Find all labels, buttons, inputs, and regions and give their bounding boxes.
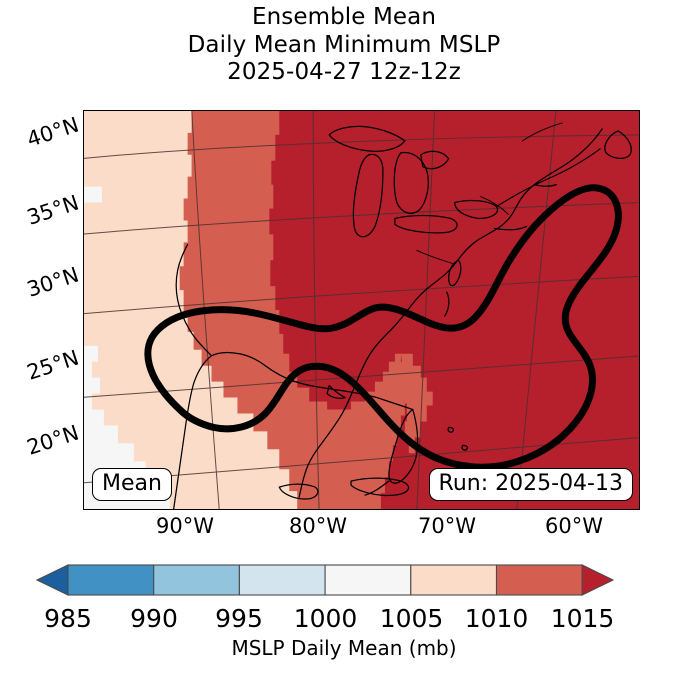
run-badge: Run: 2025-04-13 [428,467,633,501]
map-panel[interactable]: Mean Run: 2025-04-13 [83,110,640,510]
colorbar-band-985-990 [67,564,155,596]
fill-region-1010-1015-florida [400,353,433,454]
lat-label-25n: 25°N [23,345,82,385]
coastlines [173,122,632,509]
colorbar-tick-1000: 1000 [293,604,358,633]
colorbar: 985 990 995 1000 1005 1010 1015 MSLP Dai… [0,560,688,674]
colorbar-band-1010-1015 [495,564,583,596]
fill-region-1005-1010 [84,111,298,509]
colorbar-band-990-995 [153,564,240,596]
map-canvas [84,111,639,509]
lat-label-40n: 40°N [23,112,82,152]
lon-label-90w: 90°W [156,514,214,538]
colorbar-tick-985: 985 [44,604,92,633]
colorbar-extend-low [35,564,69,596]
contour-line-1013 [144,184,622,471]
lat-label-30n: 30°N [23,262,82,302]
title-line-1: Ensemble Mean [251,4,437,30]
fill-region-1005-1010-notch-b [91,208,108,223]
colorbar-band-1000-1005 [324,564,412,596]
colorbar-axis-label: MSLP Daily Mean (mb) [231,636,457,660]
colorbar-tick-1005: 1005 [379,604,444,633]
colorbar-extend-high [581,564,615,596]
fill-region-1000-1005-notch [84,186,102,203]
lon-label-60w: 60°W [545,514,603,538]
lat-label-20n: 20°N [23,420,82,460]
title-line-3: 2025-04-27 12z-12z [227,59,461,86]
colorbar-tick-1015: 1015 [550,604,615,633]
colorbar-tick-995: 995 [215,604,263,633]
colorbar-band-1005-1010 [410,564,498,596]
lon-label-70w: 70°W [418,514,476,538]
mean-badge: Mean [92,467,172,501]
page-title: Ensemble Mean Daily Mean Minimum MSLP 20… [0,4,688,87]
colorbar-band-995-1000 [238,564,326,596]
lat-label-35n: 35°N [23,190,82,230]
colorbar-tick-1010: 1010 [464,604,529,633]
colorbar-tick-990: 990 [130,604,178,633]
colorbar-swatches [35,564,615,596]
lon-label-80w: 80°W [289,514,347,538]
title-line-2: Daily Mean Minimum MSLP [187,31,501,58]
